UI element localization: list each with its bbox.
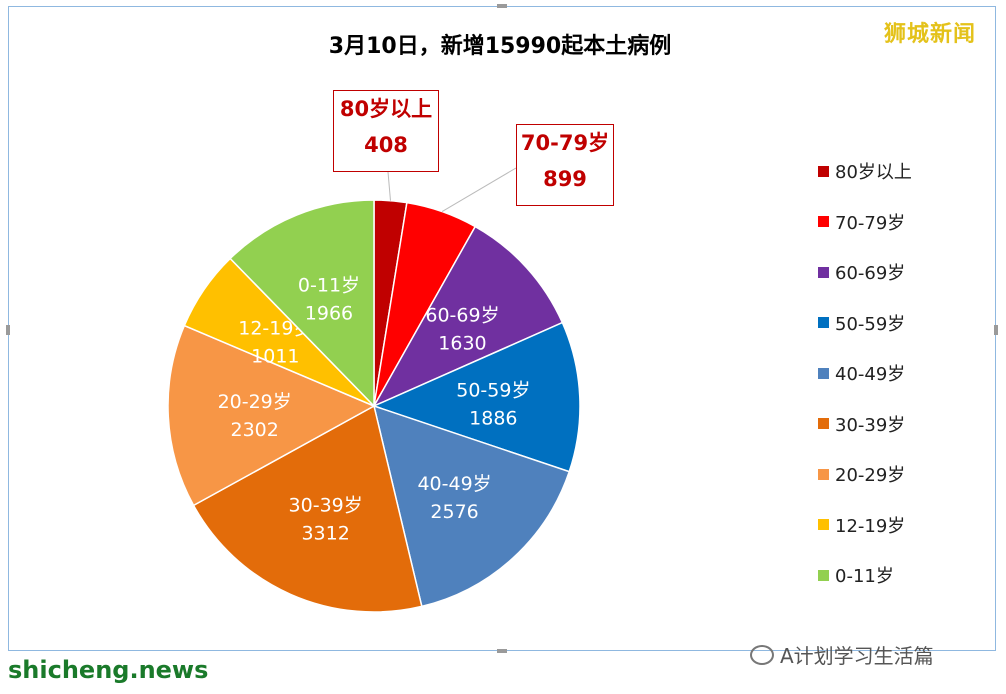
legend-swatch [818, 468, 829, 480]
chart-legend: 80岁以上 70-79岁 60-69岁 50-59岁 40-49岁 30-39岁 20-29… [818, 146, 912, 601]
legend-label: 50-59岁 [835, 313, 906, 335]
slice-value-30-39: 3312 [301, 522, 349, 544]
slice-label-20-29: 20-29岁 [218, 391, 292, 413]
legend-swatch [818, 317, 829, 329]
account-watermark: A计划学习生活篇 [750, 640, 934, 669]
legend-label: 70-79岁 [835, 212, 906, 234]
legend-swatch [818, 418, 829, 430]
slice-label-40-49: 40-49岁 [417, 473, 491, 495]
slice-label-30-39: 30-39岁 [289, 494, 363, 516]
legend-swatch [818, 266, 829, 278]
legend-swatch [818, 216, 829, 228]
callout-80-plus: 80岁以上 408 [333, 90, 439, 172]
callout-80-plus-value: 408 [364, 133, 408, 157]
site-watermark: shicheng.news [8, 656, 209, 684]
slice-value-20-29: 2302 [230, 419, 278, 441]
pie-slice-30-39 [192, 404, 423, 613]
leader-line-70-79 [441, 167, 517, 213]
legend-label: 60-69岁 [835, 263, 906, 285]
callout-70-79-label: 70-79岁 [520, 131, 610, 155]
legend-label: 20-29岁 [835, 465, 906, 487]
legend-label: 80岁以上 [835, 162, 912, 184]
slice-value-60-69: 1630 [438, 333, 486, 355]
legend-item-12-19: 12-19岁 [818, 500, 912, 551]
legend-label: 30-39岁 [835, 414, 906, 436]
slice-value-50-59: 1886 [469, 407, 517, 429]
slice-value-40-49: 2576 [430, 501, 478, 523]
legend-item-80: 80岁以上 [818, 146, 912, 197]
leader-line-80 [387, 171, 391, 201]
legend-item-30-39: 30-39岁 [818, 399, 912, 450]
legend-item-70-79: 70-79岁 [818, 197, 912, 248]
slice-value-12-19: 1011 [251, 346, 299, 368]
callout-70-79: 70-79岁 899 [516, 124, 614, 206]
legend-item-50-59: 50-59岁 [818, 298, 912, 349]
legend-swatch [818, 367, 829, 379]
pie-slice-60-69 [372, 225, 564, 408]
legend-item-0-11: 0-11岁 [818, 550, 912, 601]
resize-handle-left[interactable] [6, 325, 10, 335]
account-name: A计划学习生活篇 [780, 644, 934, 668]
wechat-icon [750, 644, 774, 665]
legend-item-40-49: 40-49岁 [818, 348, 912, 399]
pie-slice-20-29 [167, 324, 376, 507]
slice-label-0-11: 0-11岁 [298, 274, 360, 296]
brand-logo: 狮城新闻 [884, 22, 977, 47]
legend-item-20-29: 20-29岁 [818, 449, 912, 500]
legend-label: 0-11岁 [835, 566, 894, 588]
legend-swatch [818, 519, 829, 531]
pie-slice-50-59 [371, 321, 581, 473]
resize-handle-bottom[interactable] [497, 649, 507, 653]
legend-label: 12-19岁 [835, 515, 906, 537]
legend-swatch [818, 569, 829, 581]
pie-slice-0-11 [229, 199, 375, 408]
slice-label-50-59: 50-59岁 [456, 379, 530, 401]
legend-label: 40-49岁 [835, 364, 906, 386]
legend-swatch [818, 165, 829, 177]
resize-handle-right[interactable] [994, 325, 998, 335]
slice-label-60-69: 60-69岁 [425, 305, 499, 327]
legend-item-60-69: 60-69岁 [818, 247, 912, 298]
callout-80-plus-label: 80岁以上 [339, 97, 433, 121]
callout-70-79-value: 899 [543, 167, 587, 191]
resize-handle-top[interactable] [497, 4, 507, 8]
pie-slice-40-49 [372, 404, 571, 608]
chart-title: 3月10日，新增15990起本土病例 [328, 34, 672, 59]
slice-value-0-11: 1966 [305, 302, 353, 324]
